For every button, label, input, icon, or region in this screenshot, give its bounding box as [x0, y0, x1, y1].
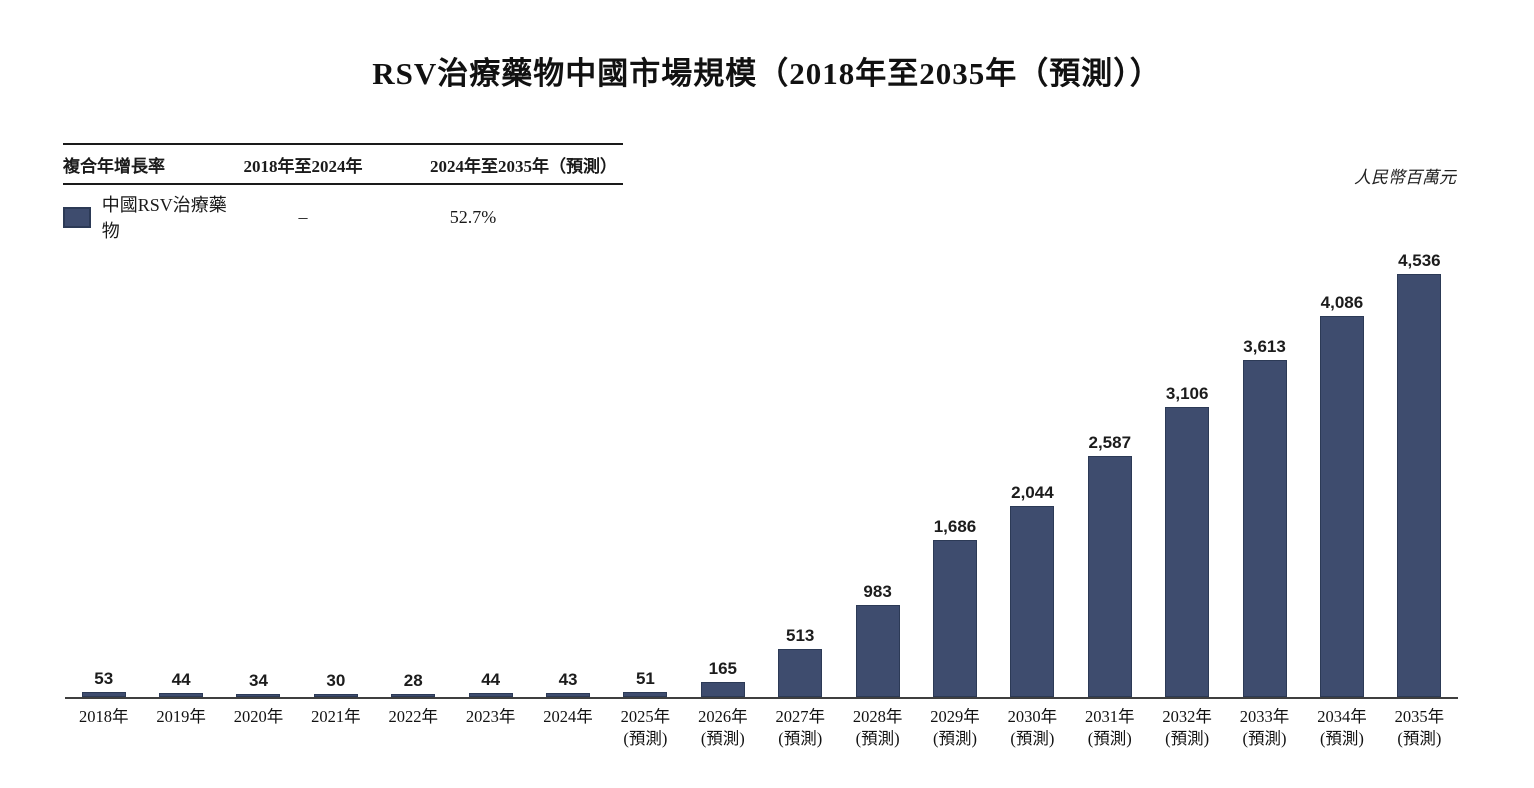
bar-group: 2,587	[1071, 250, 1148, 697]
x-axis-label: 2031年 (預測)	[1085, 707, 1135, 749]
bar-group: 3,613	[1226, 250, 1303, 697]
bar-value-label: 44	[481, 670, 501, 689]
cagr-header-metric: 複合年增長率	[63, 157, 165, 176]
bar-value-label: 28	[403, 671, 423, 690]
x-axis-label: 2029年 (預測)	[930, 707, 980, 749]
bar-value-label: 1,686	[933, 517, 977, 536]
bar	[623, 692, 668, 697]
bar-group: 28	[375, 250, 452, 697]
x-axis: 2018年 2019年 2020年 2021年 2022年 2023年 2024年 2025年…	[65, 706, 1458, 751]
bar	[546, 693, 591, 697]
series-label: 中國RSV治療藥物	[101, 195, 227, 241]
bar	[1010, 506, 1055, 697]
x-axis-label: 2034年 (預測)	[1317, 707, 1367, 749]
bar-chart: 53 44 34 30 28 44 43 51 165 513 983 1,686 2,044 2,587…	[65, 250, 1458, 751]
bar-group: 34	[220, 250, 297, 697]
bar-value-label: 4,536	[1398, 251, 1441, 270]
chart-title: RSV治療藥物中國市場規模（2018年至2035年（預測））	[372, 56, 1162, 91]
legend-swatch	[63, 206, 91, 228]
bar-value-label: 4,086	[1320, 293, 1364, 312]
bar	[778, 649, 823, 697]
bar	[236, 694, 281, 697]
x-axis-label: 2026年 (預測)	[698, 707, 748, 749]
x-axis-label: 2023年	[465, 707, 516, 726]
bar-group: 983	[839, 250, 916, 697]
bar	[81, 692, 126, 697]
bar-group: 3,106	[1148, 250, 1225, 697]
bar	[700, 682, 745, 697]
x-axis-label: 2032年 (預測)	[1162, 707, 1212, 749]
bar	[391, 694, 436, 697]
cagr-value-2018-2024: –	[298, 206, 308, 227]
bar-value-label: 51	[635, 669, 655, 688]
bar-group: 513	[762, 250, 839, 697]
bar	[932, 540, 977, 697]
bar	[1397, 274, 1442, 697]
bar-group: 30	[297, 250, 374, 697]
bar-group: 51	[607, 250, 684, 697]
bar-value-label: 2,044	[1011, 483, 1054, 502]
x-axis-label: 2020年	[233, 707, 284, 726]
bar	[1319, 316, 1364, 697]
x-axis-label: 2033年 (預測)	[1239, 707, 1290, 749]
bar-value-label: 165	[708, 659, 737, 678]
bar-group: 4,536	[1381, 250, 1458, 697]
x-axis-label: 2028年 (預測)	[852, 707, 903, 749]
cagr-table: 複合年增長率 2018年至2024年 2024年至2035年（預測） 中國RSV…	[63, 143, 623, 247]
x-axis-label: 2022年	[388, 707, 439, 726]
x-axis-label: 2035年 (預測)	[1394, 707, 1445, 749]
plot-area: 53 44 34 30 28 44 43 51 165 513 983 1,686 2,044 2,587…	[65, 250, 1458, 699]
bar-group: 44	[452, 250, 529, 697]
bar-value-label: 44	[171, 670, 191, 689]
bar-value-label: 53	[94, 669, 114, 688]
unit-label: 人民幣百萬元	[1354, 168, 1456, 187]
cagr-table-header: 複合年增長率 2018年至2024年 2024年至2035年（預測）	[63, 143, 623, 185]
bar-value-label: 2,587	[1088, 433, 1132, 452]
series-legend: 中國RSV治療藥物	[63, 191, 243, 243]
cagr-value-2024-2035: 52.7%	[449, 206, 497, 227]
bar	[159, 693, 204, 697]
bar-group: 1,686	[916, 250, 993, 697]
bar-value-label: 983	[863, 582, 892, 601]
cagr-header-2024-2035: 2024年至2035年（預測）	[430, 157, 617, 176]
bar-value-label: 513	[786, 626, 815, 645]
x-axis-label: 2019年	[156, 707, 206, 726]
bar-group: 4,086	[1303, 250, 1380, 697]
bar-value-label: 34	[249, 671, 268, 690]
bar-group: 53	[65, 250, 142, 697]
bar-group: 44	[142, 250, 219, 697]
bar-group: 43	[529, 250, 606, 697]
x-axis-label: 2030年 (預測)	[1007, 707, 1058, 749]
x-axis-label: 2024年	[543, 707, 593, 726]
bar-group: 165	[684, 250, 761, 697]
bar-value-label: 3,106	[1165, 384, 1209, 403]
bar	[855, 605, 900, 697]
bar-value-label: 3,613	[1243, 337, 1286, 356]
bar	[1165, 407, 1210, 697]
x-axis-label: 2027年 (預測)	[775, 707, 825, 749]
cagr-table-row: 中國RSV治療藥物 – 52.7%	[63, 185, 623, 247]
bar-value-label: 30	[326, 671, 346, 690]
bar-value-label: 43	[558, 670, 578, 689]
x-axis-label: 2021年	[311, 707, 361, 726]
bar	[313, 694, 358, 697]
bar	[1242, 360, 1287, 697]
cagr-header-2018-2024: 2018年至2024年	[243, 157, 363, 176]
bar	[1087, 456, 1132, 697]
bar	[468, 693, 513, 697]
bar-group: 2,044	[994, 250, 1071, 697]
x-axis-label: 2025年 (預測)	[620, 707, 671, 749]
x-axis-label: 2018年	[78, 707, 129, 726]
